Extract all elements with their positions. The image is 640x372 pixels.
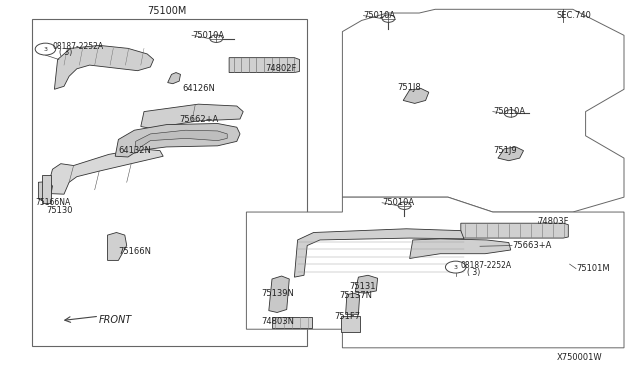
Text: 3: 3 xyxy=(454,264,458,270)
Polygon shape xyxy=(355,275,378,293)
Polygon shape xyxy=(115,124,240,157)
Polygon shape xyxy=(403,89,429,103)
Bar xyxy=(272,317,312,328)
Text: 3: 3 xyxy=(44,46,47,52)
Bar xyxy=(341,316,360,332)
Polygon shape xyxy=(38,182,52,200)
Polygon shape xyxy=(269,276,289,312)
Text: X750001W: X750001W xyxy=(557,353,602,362)
Text: 75100M: 75100M xyxy=(147,6,186,16)
Text: FRONT: FRONT xyxy=(99,315,132,325)
Text: 75131: 75131 xyxy=(349,282,375,291)
Text: SEC.740: SEC.740 xyxy=(557,11,591,20)
Polygon shape xyxy=(410,239,511,259)
Polygon shape xyxy=(461,223,568,238)
Text: ( 3): ( 3) xyxy=(59,48,72,57)
Circle shape xyxy=(398,202,411,209)
Text: 75010A: 75010A xyxy=(382,198,414,207)
Text: 75010A: 75010A xyxy=(364,11,396,20)
Polygon shape xyxy=(42,175,51,203)
Polygon shape xyxy=(346,293,360,314)
Text: 64132N: 64132N xyxy=(118,146,151,155)
Text: 64126N: 64126N xyxy=(182,84,215,93)
Circle shape xyxy=(445,261,466,273)
Text: ( 3): ( 3) xyxy=(467,268,481,277)
Text: 751J9: 751J9 xyxy=(493,146,516,155)
Text: 74803N: 74803N xyxy=(261,317,294,326)
Text: 751F7: 751F7 xyxy=(334,312,360,321)
Polygon shape xyxy=(498,147,524,161)
Polygon shape xyxy=(134,130,227,153)
Text: 75010A: 75010A xyxy=(493,107,525,116)
Text: 75139N: 75139N xyxy=(261,289,294,298)
Polygon shape xyxy=(246,197,624,348)
Polygon shape xyxy=(46,149,163,194)
Circle shape xyxy=(210,35,223,42)
Polygon shape xyxy=(168,73,180,84)
Text: 751J8: 751J8 xyxy=(397,83,420,92)
Text: 74802F: 74802F xyxy=(266,64,297,73)
Polygon shape xyxy=(342,9,624,212)
Text: 75137N: 75137N xyxy=(339,291,372,300)
Polygon shape xyxy=(54,45,154,89)
Circle shape xyxy=(382,15,395,22)
Polygon shape xyxy=(229,58,300,73)
Text: 75663+A: 75663+A xyxy=(512,241,552,250)
Text: 74803F: 74803F xyxy=(538,217,569,226)
Polygon shape xyxy=(108,232,127,260)
Polygon shape xyxy=(294,229,464,277)
Circle shape xyxy=(504,110,517,117)
Text: 75101M: 75101M xyxy=(576,264,610,273)
Text: 75130: 75130 xyxy=(46,206,72,215)
Text: 08187-2252A: 08187-2252A xyxy=(461,262,512,270)
Polygon shape xyxy=(141,104,243,128)
Text: 08187-2252A: 08187-2252A xyxy=(52,42,104,51)
Text: 75166N: 75166N xyxy=(118,247,152,256)
Circle shape xyxy=(35,43,56,55)
Text: 75662+A: 75662+A xyxy=(179,115,218,124)
Bar xyxy=(32,19,307,346)
Text: 75166NA: 75166NA xyxy=(35,198,70,207)
Text: 75010A: 75010A xyxy=(192,31,224,40)
